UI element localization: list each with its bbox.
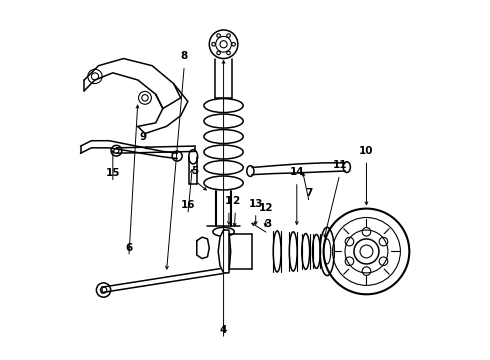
- Text: 6: 6: [125, 243, 132, 252]
- Text: 3: 3: [265, 219, 272, 229]
- Text: 14: 14: [290, 167, 304, 177]
- Polygon shape: [218, 230, 231, 273]
- Text: 1: 1: [225, 196, 233, 206]
- Text: 13: 13: [248, 199, 263, 208]
- Text: 9: 9: [140, 132, 147, 142]
- Text: 12: 12: [259, 203, 274, 213]
- Text: 15: 15: [105, 168, 120, 178]
- Text: 4: 4: [220, 325, 227, 335]
- Text: 2: 2: [232, 196, 239, 206]
- Text: 7: 7: [306, 188, 313, 198]
- Text: 10: 10: [359, 146, 374, 156]
- Text: 5: 5: [192, 166, 198, 176]
- Text: 8: 8: [181, 51, 188, 62]
- Text: 11: 11: [332, 160, 347, 170]
- Text: 16: 16: [181, 201, 195, 210]
